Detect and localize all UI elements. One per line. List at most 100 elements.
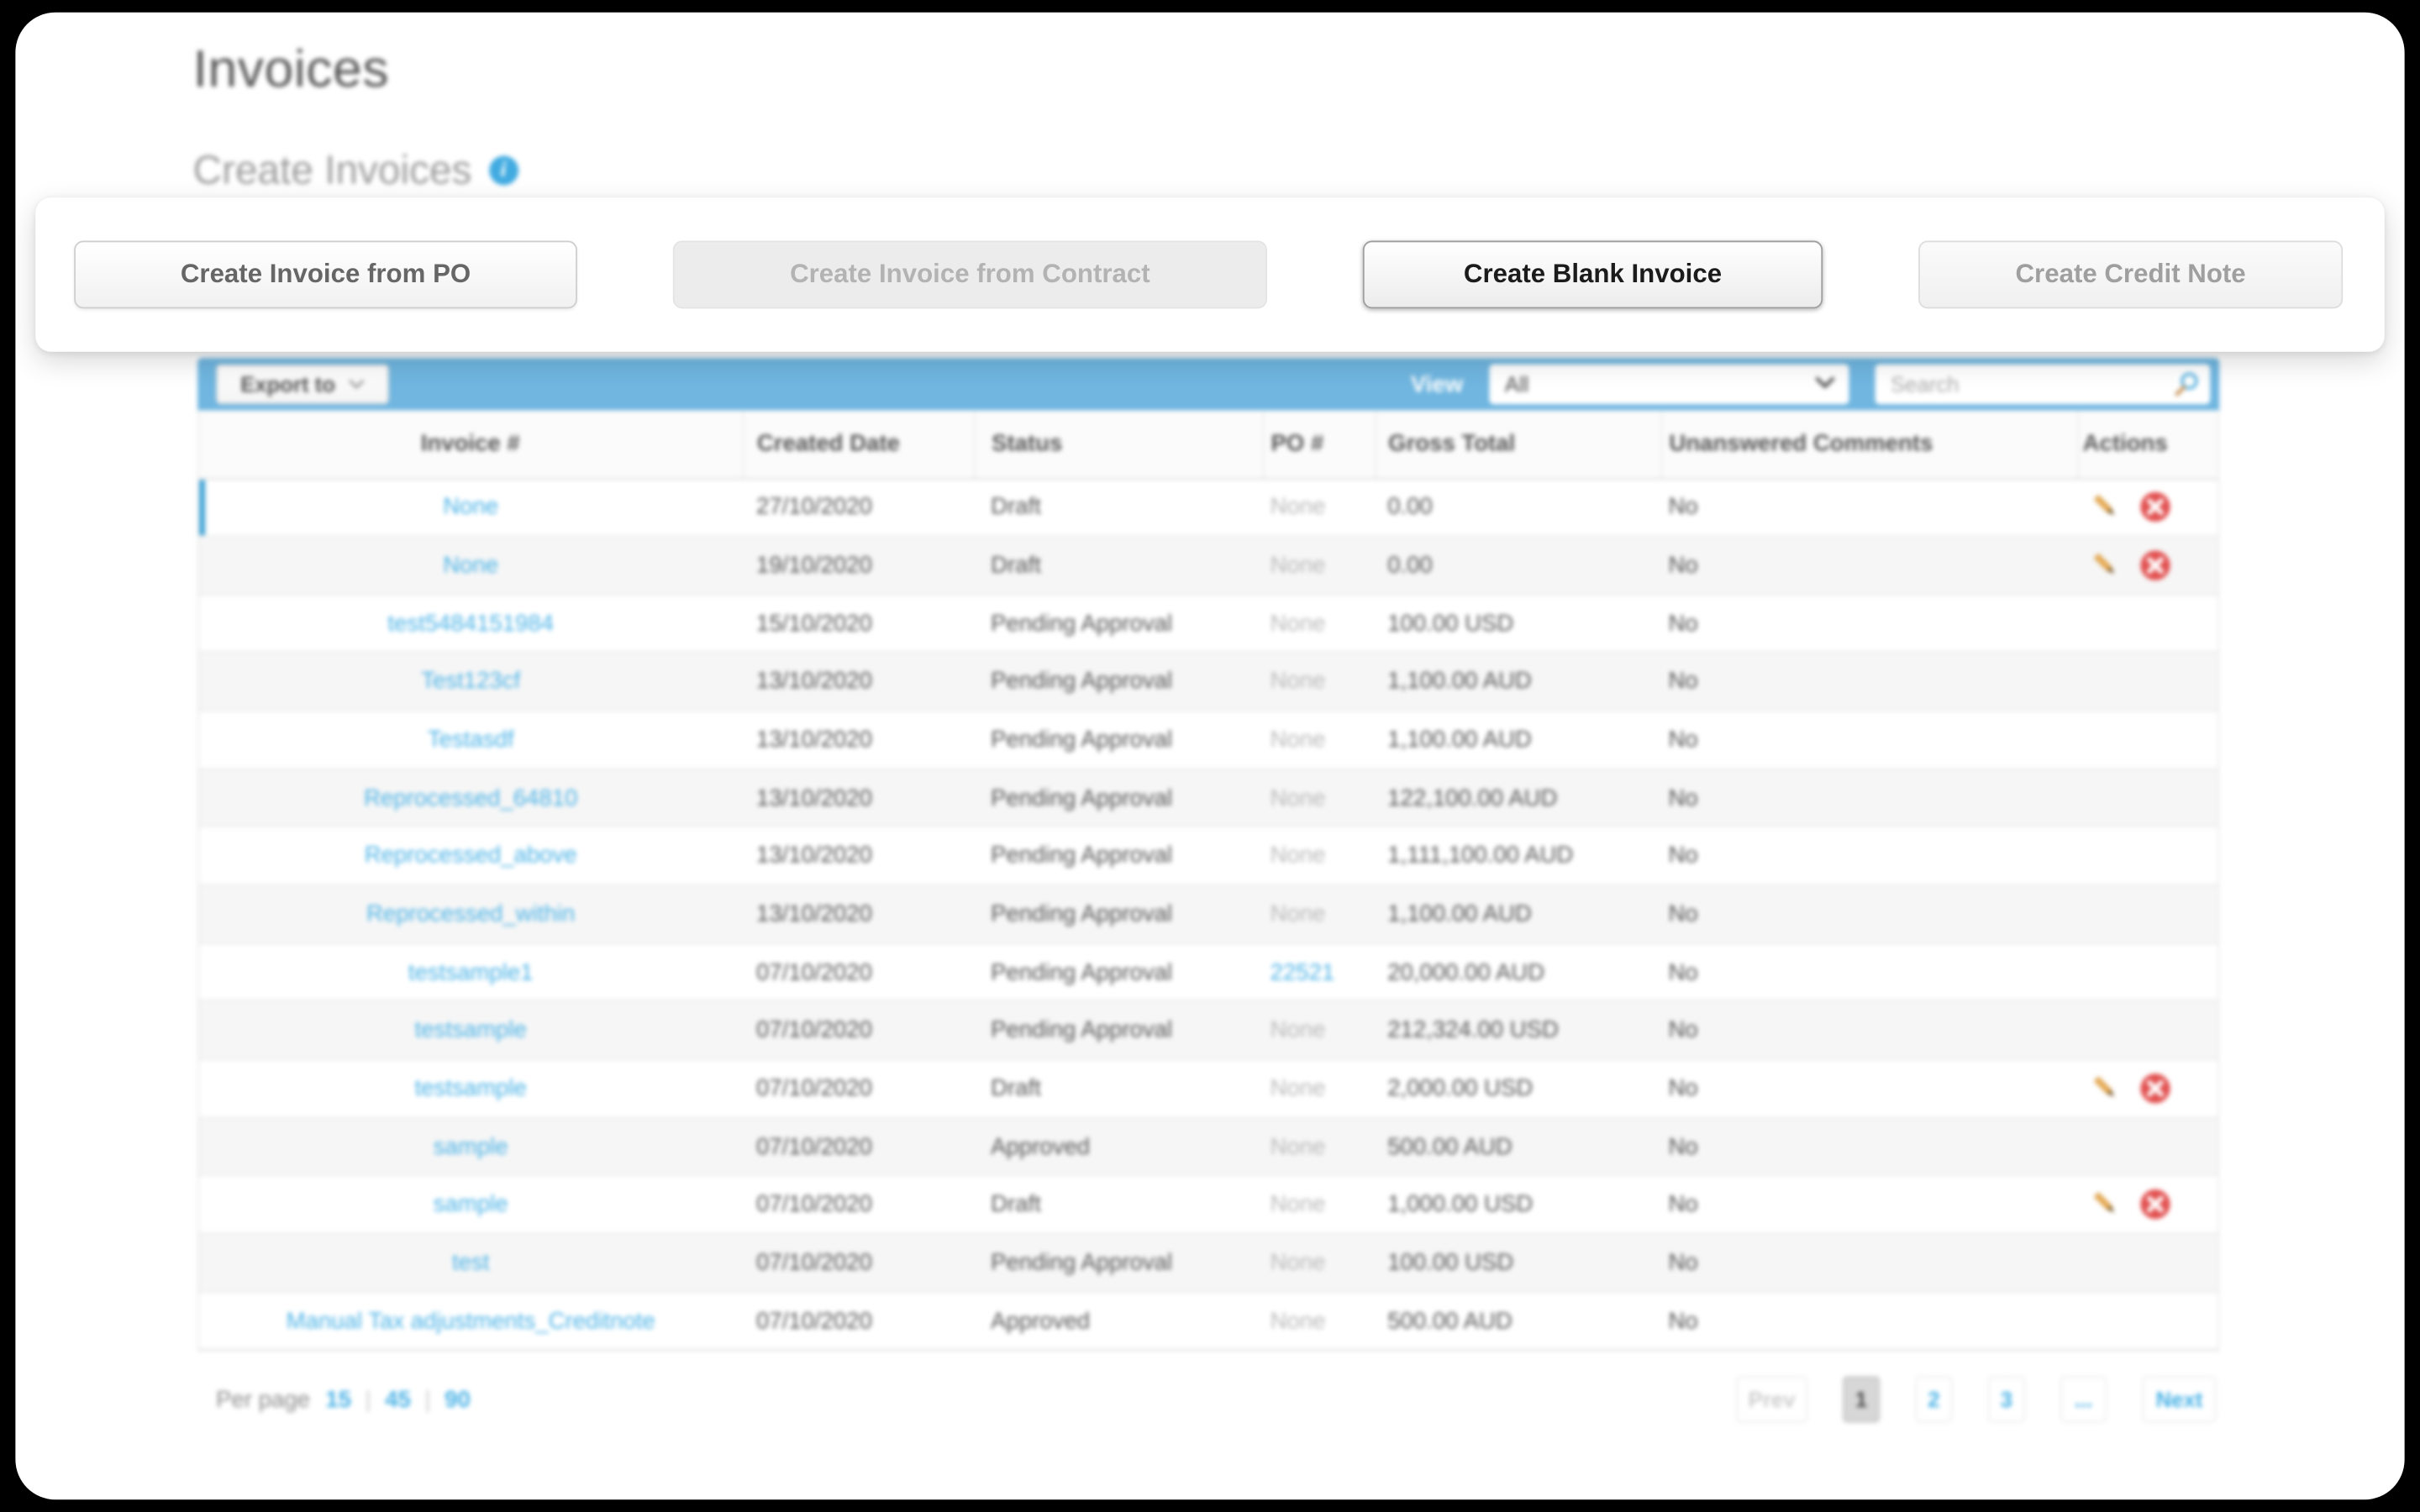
po-cell: None [1262,536,1376,596]
create-invoice-from-po-button[interactable]: Create Invoice from PO [74,240,577,309]
comments-cell: No [1660,769,2078,828]
po-none-text: None [1270,668,1326,696]
invoice-link[interactable]: test [451,1249,490,1276]
po-none-text: None [1270,1074,1326,1102]
delete-x-icon[interactable] [2139,1189,2172,1221]
per-page-option-45[interactable]: 45 [385,1386,411,1414]
invoice-link[interactable]: Reprocessed_within [366,900,576,927]
invoice-link[interactable]: None [443,552,499,579]
invoice-cell: Testasdf [198,711,743,770]
per-page-option-15[interactable]: 15 [325,1386,351,1414]
created-date-cell: 15/10/2020 [742,594,974,654]
invoice-link[interactable]: sample [433,1191,508,1218]
po-none-text: None [1270,494,1326,521]
po-none-text: None [1270,1133,1326,1160]
search-icon[interactable] [2173,372,2199,398]
page-ellipsis-button[interactable]: ... [2060,1376,2107,1424]
comments-cell: No [1660,1000,2078,1060]
table-row: Reprocessed_64810 13/10/2020 Pending App… [198,769,2218,828]
created-date-cell: 07/10/2020 [742,942,974,1002]
invoice-link[interactable]: Reprocessed_64810 [364,785,578,811]
invoice-cell: Reprocessed_64810 [198,769,743,828]
view-select[interactable]: All [1489,364,1849,405]
po-cell: None [1262,885,1376,944]
page-next-button[interactable]: Next [2142,1376,2217,1424]
comments-cell: No [1660,885,2078,944]
comments-cell: No [1660,942,2078,1002]
actions-cell [2077,827,2218,886]
edit-pencil-icon[interactable] [2091,1074,2121,1103]
po-link[interactable]: 22521 [1270,958,1335,985]
status-cell: Draft [973,478,1263,538]
invoice-link[interactable]: testsample [414,1016,527,1044]
created-date-cell: 13/10/2020 [742,885,974,944]
invoice-cell: Reprocessed_within [198,885,743,944]
invoice-cell: testsample1 [198,942,743,1002]
per-page-control: Per page 15 | 45 | 90 [216,1387,471,1413]
gross-total-cell: 20,000.00 AUD [1375,942,1661,1002]
invoice-cell: test [198,1233,743,1293]
invoice-link[interactable]: Reprocessed_above [364,843,577,869]
gross-total-cell: 100.00 USD [1375,594,1661,654]
delete-x-icon[interactable] [2139,491,2172,524]
invoices-table-panel: Export to View All [197,358,2220,1424]
create-blank-invoice-button[interactable]: Create Blank Invoice [1362,240,1823,309]
invoice-link[interactable]: testsample [414,1074,527,1102]
invoice-link[interactable]: testsample1 [408,958,534,985]
actions-cell [2077,942,2218,1002]
invoice-link[interactable]: test5484151984 [387,610,555,637]
status-cell: Draft [973,1059,1263,1119]
per-page-option-90[interactable]: 90 [445,1386,471,1414]
create-credit-note-button[interactable]: Create Credit Note [1918,240,2344,309]
table-row: sample 07/10/2020 Draft None 1,000.00 US… [198,1175,2218,1235]
status-cell: Pending Approval [973,1233,1263,1293]
po-cell: None [1262,1059,1376,1119]
created-date-cell: 13/10/2020 [742,827,974,886]
chevron-down-icon [1815,376,1835,389]
delete-x-icon[interactable] [2139,1072,2172,1105]
po-none-text: None [1270,1191,1326,1218]
po-none-text: None [1270,552,1326,579]
invoice-link[interactable]: Test123cf [421,668,521,696]
invoice-link[interactable]: Manual Tax adjustments_Creditnote [286,1307,655,1334]
search-input[interactable] [1875,364,2211,405]
gross-total-cell: 1,100.00 AUD [1375,885,1661,944]
gross-total-cell: 1,000.00 USD [1375,1175,1661,1235]
col-header-created: Created Date [742,410,975,480]
edit-pencil-icon[interactable] [2091,1189,2121,1219]
invoice-link[interactable]: None [443,494,499,521]
view-label: View [1410,370,1464,397]
gross-total-cell: 122,100.00 AUD [1375,769,1661,828]
po-cell: None [1262,769,1376,828]
invoice-cell: test5484151984 [198,594,743,654]
status-cell: Approved [973,1117,1263,1177]
gross-total-cell: 1,100.00 AUD [1375,711,1661,770]
table-row: testsample 07/10/2020 Pending Approval N… [198,1000,2218,1060]
gross-total-cell: 500.00 AUD [1375,1117,1661,1177]
page-number-3[interactable]: 3 [1987,1376,2025,1424]
export-to-button[interactable]: Export to [216,364,389,405]
page-number-1-current[interactable]: 1 [1843,1376,1881,1424]
actions-cell [2077,594,2218,654]
export-to-label: Export to [240,371,335,397]
page-number-2[interactable]: 2 [1915,1376,1953,1424]
delete-x-icon[interactable] [2139,549,2172,582]
po-cell: None [1262,652,1376,711]
table-row: test 07/10/2020 Pending Approval None 10… [198,1233,2218,1293]
edit-pencil-icon[interactable] [2091,551,2121,580]
invoice-link[interactable]: Testasdf [427,727,514,753]
section-title: Create Invoices [192,146,472,193]
invoice-cell: Manual Tax adjustments_Creditnote [198,1291,743,1351]
edit-pencil-icon[interactable] [2091,493,2121,522]
gross-total-cell: 100.00 USD [1375,1233,1661,1293]
col-header-gross: Gross Total [1375,410,1662,480]
table-toolbar: Export to View All [197,358,2220,411]
invoices-page: Invoices Create Invoices i Export to Vie… [15,12,2405,1500]
status-cell: Pending Approval [973,769,1263,828]
view-select-value: All [1504,371,1529,397]
invoice-link[interactable]: sample [433,1133,508,1160]
info-icon[interactable]: i [488,155,518,186]
col-header-actions: Actions [2077,410,2218,480]
per-page-separator: | [424,1386,431,1414]
